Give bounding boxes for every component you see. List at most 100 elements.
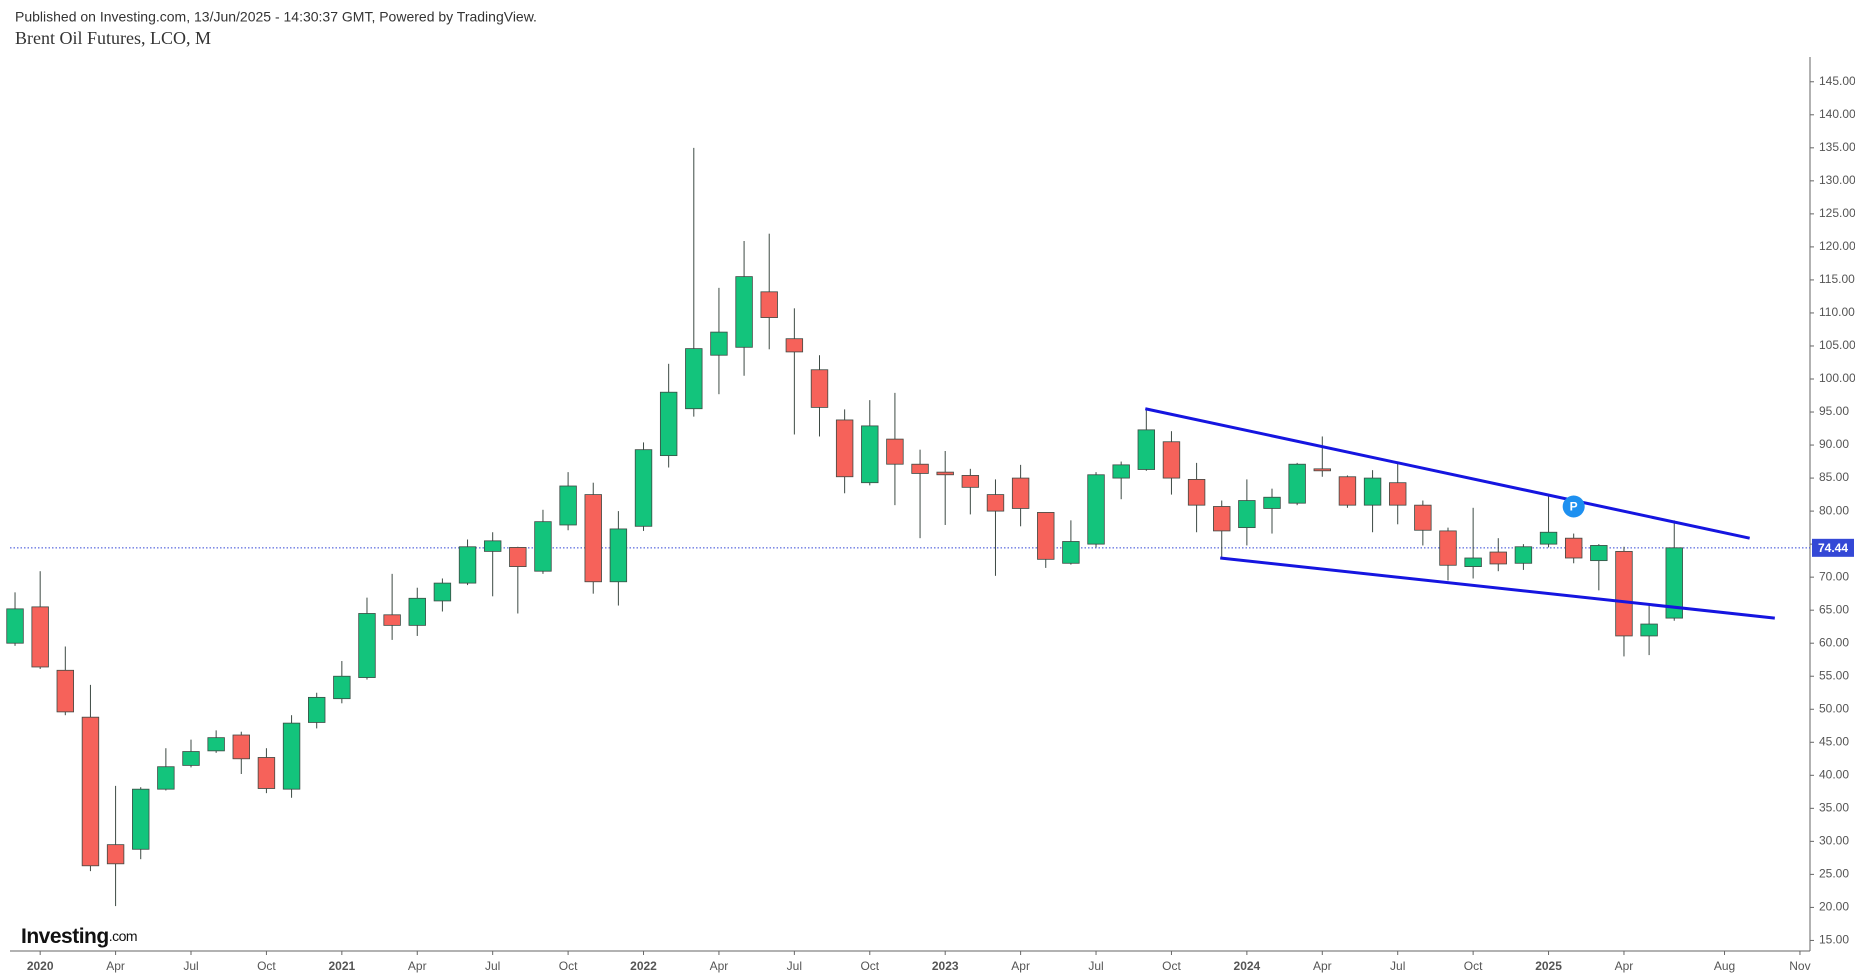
x-tick-label: Jul — [485, 959, 500, 973]
candle-body — [1137, 429, 1156, 470]
y-tick-label: 60.00 — [1819, 635, 1849, 649]
candle-body — [157, 766, 175, 790]
y-tick-label: 65.00 — [1819, 602, 1849, 616]
candle-body — [1338, 476, 1357, 506]
x-tick-label: 2022 — [630, 959, 657, 973]
y-tick-label: 40.00 — [1819, 767, 1849, 781]
candle-body — [1640, 623, 1658, 637]
annotation-pin — [1562, 495, 1585, 518]
candle-body — [1539, 531, 1558, 545]
candle-body — [433, 582, 452, 602]
candle-body — [182, 751, 200, 766]
x-tick-label: 2023 — [932, 959, 959, 973]
candle-body — [1439, 530, 1457, 566]
y-tick-label: 140.00 — [1819, 107, 1855, 121]
y-tick-label: 120.00 — [1819, 239, 1855, 253]
published-note: Published on Investing.com, 13/Jun/2025 … — [15, 9, 537, 25]
candle-body — [785, 338, 804, 353]
candle-body — [710, 331, 728, 356]
candle-body — [1615, 550, 1633, 637]
chart-title: Brent Oil Futures, LCO, M — [15, 28, 211, 48]
x-tick-label: Apr — [710, 959, 729, 973]
candle-body — [56, 669, 75, 713]
candle-body — [458, 546, 477, 584]
y-tick-label: 130.00 — [1819, 173, 1855, 187]
candle-body — [408, 597, 426, 626]
candle-body — [232, 734, 250, 760]
candle-body — [106, 844, 125, 865]
candle-body — [1313, 468, 1331, 472]
candle-body — [132, 788, 150, 850]
candle-body — [861, 425, 879, 484]
x-tick-label: Apr — [1011, 959, 1030, 973]
x-tick-label: 2020 — [27, 959, 54, 973]
candle-body — [1489, 551, 1507, 565]
candle-body — [1288, 463, 1306, 504]
last-price-label: 74.44 — [1818, 541, 1848, 555]
x-tick-label: Oct — [1464, 959, 1483, 973]
trendline — [1144, 407, 1750, 540]
candle-body — [584, 494, 602, 583]
y-tick-label: 25.00 — [1819, 867, 1849, 881]
candle-body — [1087, 474, 1105, 545]
y-tick-label: 20.00 — [1819, 900, 1849, 914]
candle-body — [1564, 537, 1583, 559]
x-tick-label: Aug — [1714, 959, 1735, 973]
candle-body — [81, 716, 100, 867]
x-tick-label: Jul — [1088, 959, 1103, 973]
candle-body — [685, 348, 703, 410]
y-tick-label: 110.00 — [1819, 305, 1855, 319]
x-tick-label: Oct — [860, 959, 879, 973]
candle-body — [308, 696, 326, 723]
y-tick-label: 95.00 — [1819, 404, 1849, 418]
candle-body — [936, 471, 954, 476]
x-tick-label: Apr — [106, 959, 125, 973]
candle-body — [1263, 496, 1281, 509]
y-tick-label: 100.00 — [1819, 371, 1855, 385]
x-tick-label: Apr — [1615, 959, 1634, 973]
y-tick-label: 90.00 — [1819, 437, 1849, 451]
y-tick-label: 70.00 — [1819, 569, 1849, 583]
candle-body — [534, 521, 552, 572]
y-tick-label: 30.00 — [1819, 834, 1849, 848]
x-tick-label: Oct — [257, 959, 276, 973]
y-tick-label: 105.00 — [1819, 338, 1855, 352]
candle-body — [835, 419, 854, 478]
candle-body — [886, 438, 904, 465]
candle-body — [31, 606, 49, 668]
logo-text: Investing — [21, 925, 109, 948]
x-tick-label: Jul — [1390, 959, 1405, 973]
y-tick-label: 45.00 — [1819, 734, 1849, 748]
candle-body — [257, 757, 276, 789]
candle-body — [1187, 478, 1206, 506]
y-tick-label: 35.00 — [1819, 801, 1849, 815]
candle-body — [1213, 506, 1231, 532]
candle-body — [634, 449, 653, 527]
last-price-tag — [1812, 538, 1854, 557]
annotation-text: P — [1570, 500, 1578, 514]
logo: Investing.com — [21, 925, 137, 948]
trendline — [1220, 556, 1775, 620]
candle-body — [659, 391, 678, 457]
candle-body — [1037, 512, 1055, 560]
y-tick-label: 80.00 — [1819, 503, 1849, 517]
x-tick-label: 2025 — [1535, 959, 1562, 973]
candle-body — [1112, 464, 1130, 479]
x-tick-label: Oct — [1162, 959, 1181, 973]
x-tick-label: Jul — [183, 959, 198, 973]
logo-suffix: .com — [109, 928, 137, 944]
candle-body — [609, 528, 628, 583]
candle-body — [760, 291, 778, 318]
candle-body — [1363, 477, 1382, 506]
plot: 15.00 20.00 25.00 30.00 35.00 40.00 45.00 50.00… — [6, 57, 1855, 973]
candle-body — [559, 485, 577, 526]
candle-body — [207, 737, 225, 752]
x-tick-label: 2021 — [328, 959, 355, 973]
candle-body — [1062, 541, 1080, 564]
x-tick-label: Jul — [787, 959, 802, 973]
candle-body — [1464, 557, 1482, 567]
candle-body — [6, 608, 24, 644]
candle-body — [1389, 482, 1407, 506]
